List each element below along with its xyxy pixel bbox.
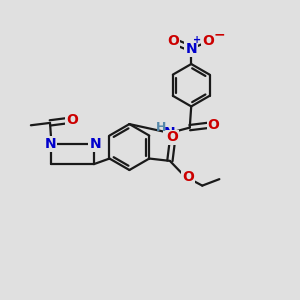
Text: N: N bbox=[164, 126, 176, 140]
Text: N: N bbox=[89, 137, 101, 151]
Text: +: + bbox=[193, 35, 201, 45]
Text: −: − bbox=[213, 28, 225, 42]
Text: N: N bbox=[44, 137, 56, 151]
Text: N: N bbox=[185, 42, 197, 56]
Text: H: H bbox=[156, 121, 167, 134]
Text: O: O bbox=[66, 113, 78, 127]
Text: O: O bbox=[202, 34, 214, 48]
Text: O: O bbox=[207, 118, 219, 132]
Text: O: O bbox=[166, 130, 178, 144]
Text: O: O bbox=[182, 170, 194, 184]
Text: O: O bbox=[168, 34, 179, 48]
